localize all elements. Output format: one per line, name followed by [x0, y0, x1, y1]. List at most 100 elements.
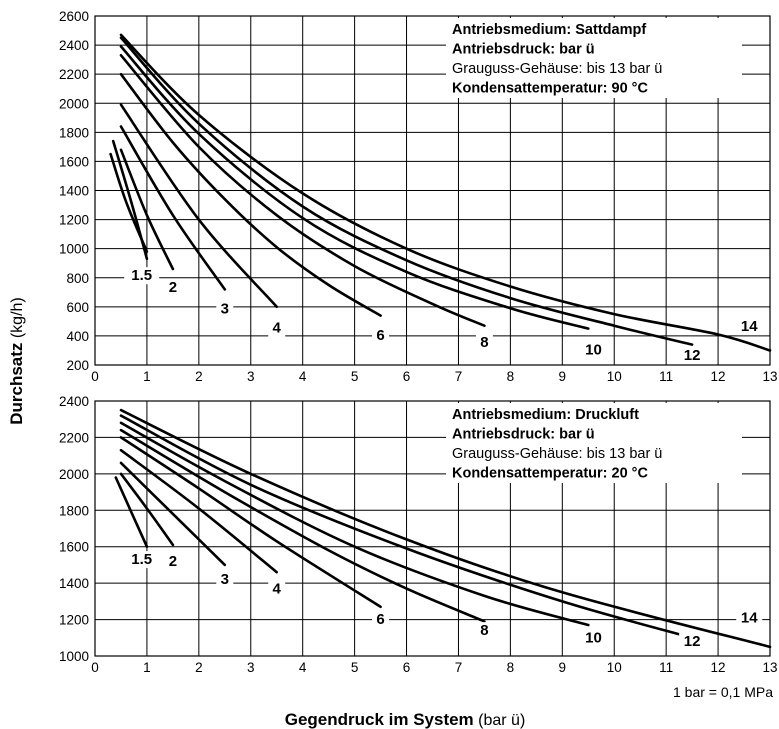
y-tick-label: 1800 [59, 503, 89, 518]
y-tick-label: 1000 [59, 242, 89, 257]
info-line: Kondensattemperatur: 90 °C [452, 81, 648, 97]
curve-label-background [164, 552, 182, 570]
tick-labels: 200 400 600 800 1000 1200 1400 1600 1800 2000 2200… [59, 9, 778, 384]
x-tick-label: 0 [91, 660, 99, 675]
y-axis-title-bold: Durchsatz [7, 343, 26, 425]
info-line: Antriebsdruck: bar ü [452, 427, 595, 443]
x-tick-label: 3 [247, 369, 255, 384]
info-line: Antriebsmedium: Druckluft [452, 407, 639, 423]
x-tick-label: 5 [351, 660, 359, 675]
y-tick-label: 800 [66, 271, 89, 286]
curve-label-background [372, 326, 390, 344]
curve-label-background [679, 347, 706, 365]
curve-label-1.5: 1.5 [131, 267, 152, 284]
x-tick-label: 7 [455, 660, 463, 675]
curve-labels: 1.5 2 3 4 6 8 10 12 14 [124, 267, 763, 365]
x-tick-label: 13 [762, 660, 777, 675]
y-tick-label: 1400 [59, 576, 89, 591]
x-tick-label: 9 [559, 660, 567, 675]
curve-label-6: 6 [376, 611, 384, 628]
curve-label-12: 12 [684, 633, 701, 650]
footnote: 1 bar = 0,1 MPa [673, 684, 773, 700]
curve-label-background [124, 551, 160, 569]
curve-label-14: 14 [741, 609, 758, 626]
info-line: Grauguss-Gehäuse: bis 13 bar ü [452, 61, 662, 77]
series-line-14 [119, 408, 772, 649]
y-tick-label: 1200 [59, 613, 89, 628]
y-tick-label: 2000 [59, 96, 89, 111]
series-line-6 [119, 436, 382, 609]
y-tick-label: 2000 [59, 467, 89, 482]
info-line: Antriebsmedium: Sattdampf [452, 22, 646, 38]
x-tick-label: 8 [507, 660, 515, 675]
series-line-1.5 [111, 139, 149, 261]
series-line-2 [119, 148, 175, 271]
x-tick-label: 12 [711, 369, 726, 384]
curve-label-10: 10 [585, 629, 602, 646]
series-line-4 [119, 103, 278, 309]
y-tick-label: 1400 [59, 184, 89, 199]
series-line-3 [119, 461, 227, 567]
x-axis-title-bold: Gegendruck im System [285, 710, 474, 729]
x-axis-title: Gegendruck im System (bar ü) [285, 710, 526, 729]
info-line: Kondensattemperatur: 20 °C [452, 466, 648, 482]
info-box: Antriebsmedium: Druckluft Antriebsdruck: … [452, 407, 662, 482]
x-tick-label: 9 [559, 369, 567, 384]
curves [109, 33, 772, 352]
plot-frame [94, 15, 771, 366]
y-tick-label: 600 [66, 300, 89, 315]
series-line-4 [119, 448, 278, 574]
y-axis-unit: (kg/h) [9, 297, 26, 338]
plot-frame [94, 400, 771, 657]
curve-label-background [216, 571, 234, 589]
series-line-1.5 [114, 476, 149, 548]
series-line-6 [119, 72, 382, 317]
y-tick-label: 1800 [59, 125, 89, 140]
x-tick-label: 1 [143, 369, 151, 384]
curve-label-14: 14 [741, 318, 758, 335]
x-tick-label: 1 [143, 660, 151, 675]
y-tick-label: 2600 [59, 9, 89, 24]
y-tick-label: 1600 [59, 540, 89, 555]
y-tick-label: 2400 [59, 394, 89, 409]
series-line-3 [119, 125, 227, 291]
y-axis-title: Durchsatz (kg/h) [7, 297, 26, 425]
series-line-8 [119, 428, 486, 623]
info-line: Grauguss-Gehäuse: bis 13 bar ü [452, 446, 662, 462]
series-line-10 [119, 421, 590, 627]
x-tick-label: 5 [351, 369, 359, 384]
x-tick-label: 8 [507, 369, 515, 384]
y-tick-label: 200 [66, 358, 89, 373]
x-tick-label: 10 [607, 660, 622, 675]
curve-label-1.5: 1.5 [131, 551, 152, 568]
x-tick-label: 12 [711, 660, 726, 675]
curve-label-8: 8 [480, 334, 488, 351]
curve-label-4: 4 [273, 320, 282, 337]
curve-label-background [268, 580, 286, 598]
curve-label-12: 12 [684, 347, 701, 364]
info-box: Antriebsmedium: Sattdampf Antriebsdruck: … [452, 22, 662, 97]
series-line-12 [119, 36, 694, 346]
y-tick-label: 1000 [59, 649, 89, 664]
y-tick-label: 2200 [59, 430, 89, 445]
x-tick-label: 0 [91, 369, 99, 384]
curve-label-background [164, 278, 182, 296]
info-box-background [446, 403, 742, 483]
x-tick-label: 2 [195, 660, 203, 675]
curve-label-4: 4 [273, 580, 282, 597]
series-line-12 [119, 414, 694, 640]
curve-label-background [475, 622, 493, 640]
info-box-background [446, 18, 742, 98]
curve-label-background [124, 267, 160, 285]
y-tick-label: 1200 [59, 213, 89, 228]
y-tick-label: 400 [66, 329, 89, 344]
curve-label-background [268, 319, 286, 337]
curve-label-background [580, 629, 607, 647]
curve-label-background [679, 633, 706, 651]
curve-label-background [475, 334, 493, 352]
y-tick-label: 2400 [59, 38, 89, 53]
